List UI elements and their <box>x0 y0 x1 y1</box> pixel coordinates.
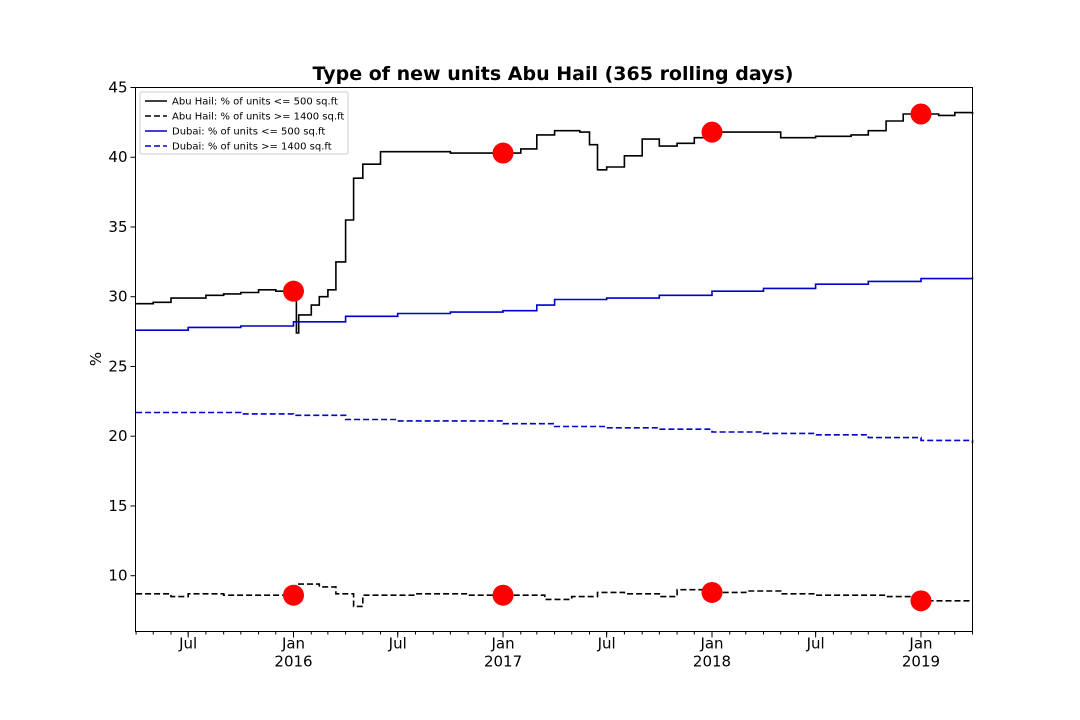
y-tick-label: 40 <box>108 148 127 166</box>
highlight-marker-8 <box>910 590 932 612</box>
y-tick-label: 15 <box>108 497 127 515</box>
x-tick-year-label: 2019 <box>902 653 940 671</box>
legend-label-1: Abu Hail: % of units <= 500 sq.ft <box>172 97 338 108</box>
series-line-2 <box>136 583 973 608</box>
x-tick-label: Jul <box>806 635 825 653</box>
y-tick-label: 30 <box>108 288 127 306</box>
highlight-marker-5 <box>283 584 305 606</box>
y-tick-label: 25 <box>108 357 127 375</box>
legend: Abu Hail: % of units <= 500 sq.ft Abu Hai… <box>139 91 349 155</box>
y-axis-label: % <box>87 352 105 366</box>
highlight-marker-1 <box>283 280 305 302</box>
x-tick-label: Jul <box>388 635 407 653</box>
legend-box <box>139 91 349 155</box>
chart-title: Type of new units Abu Hail (365 rolling … <box>313 63 794 85</box>
highlight-marker-3 <box>701 121 723 143</box>
y-tick-label: 10 <box>108 567 127 585</box>
x-tick-year-label: 2018 <box>693 653 731 671</box>
x-tick-label: Jan <box>490 635 514 653</box>
x-tick-year-label: 2016 <box>274 653 312 671</box>
plot-frame <box>135 87 973 632</box>
x-tick-label: Jan <box>908 635 932 653</box>
x-tick-label: Jul <box>597 635 616 653</box>
plot-area <box>136 103 974 612</box>
highlight-marker-6 <box>492 584 514 606</box>
highlight-marker-7 <box>701 581 723 603</box>
y-tick-label: 45 <box>108 79 127 97</box>
legend-label-3: Dubai: % of units <= 500 sq.ft <box>172 127 325 138</box>
x-tick-label: Jan <box>699 635 723 653</box>
series-line-3 <box>136 277 974 331</box>
x-tick-year-label: 2017 <box>484 653 522 671</box>
y-tick-label: 20 <box>108 427 127 445</box>
legend-label-4: Dubai: % of units >= 1400 sq.ft <box>172 142 332 153</box>
highlight-marker-2 <box>492 142 514 164</box>
legend-label-2: Abu Hail: % of units >= 1400 sq.ft <box>172 112 344 123</box>
x-tick-label: Jul <box>178 635 197 653</box>
series-line-4 <box>136 411 974 444</box>
highlight-marker-4 <box>910 103 932 125</box>
y-tick-label: 35 <box>108 218 127 236</box>
series-line-1 <box>136 111 974 334</box>
x-tick-label: Jan <box>281 635 305 653</box>
